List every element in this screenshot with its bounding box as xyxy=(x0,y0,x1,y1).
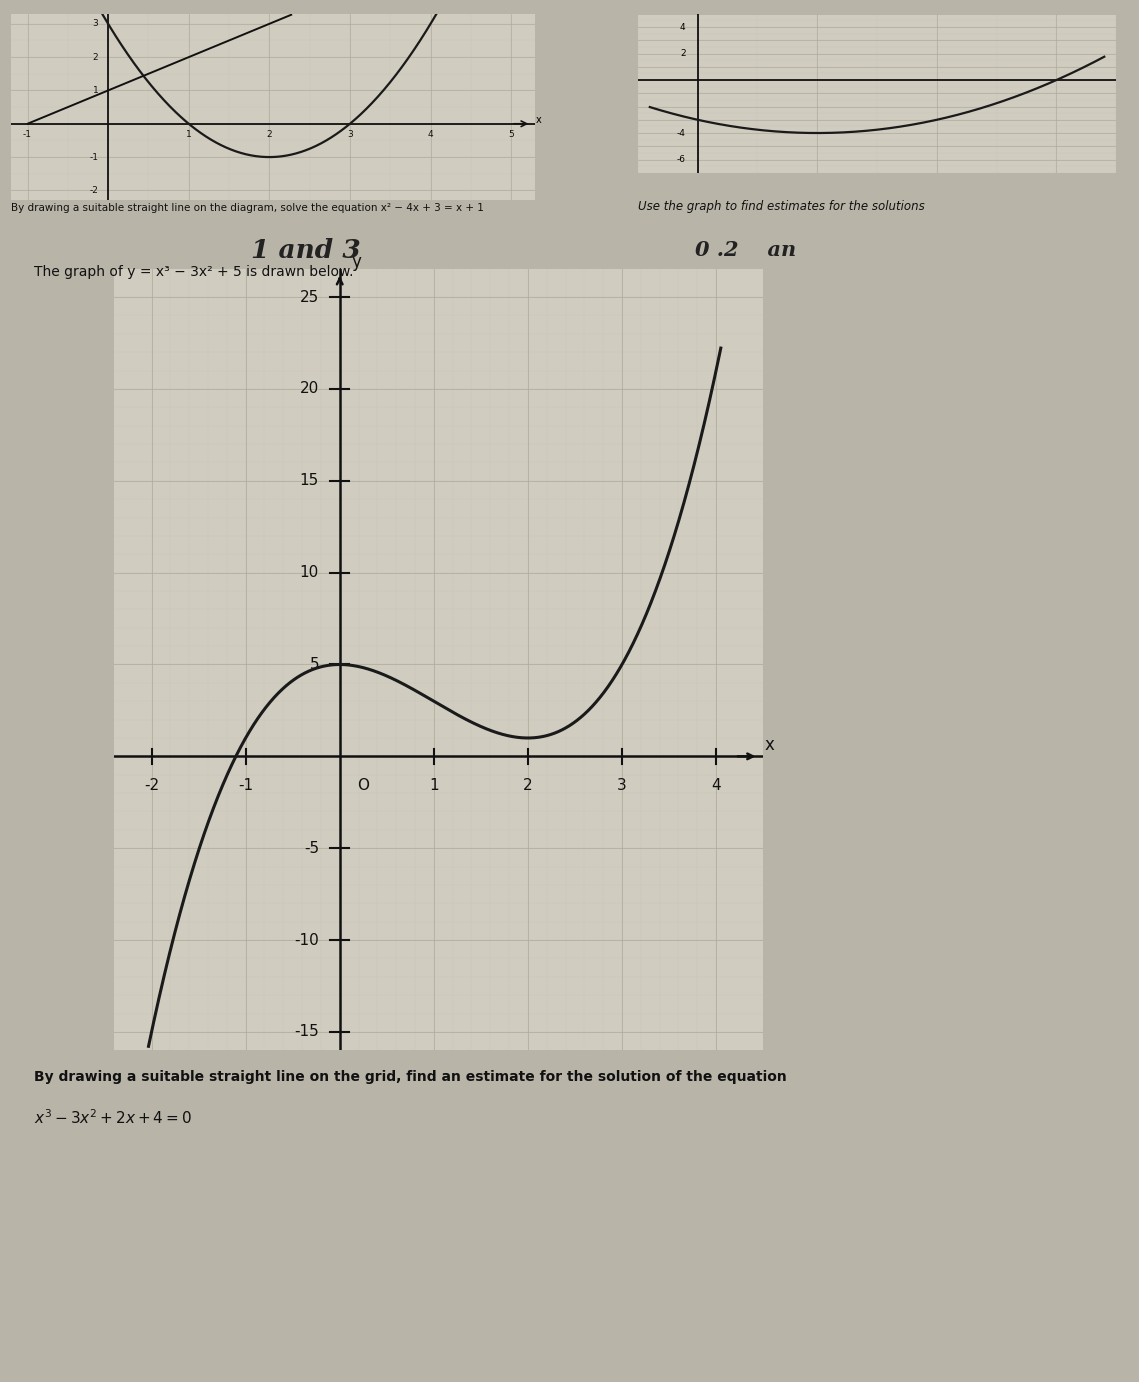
Text: 4: 4 xyxy=(680,22,686,32)
Text: 4: 4 xyxy=(711,778,721,793)
Text: By drawing a suitable straight line on the grid, find an estimate for the soluti: By drawing a suitable straight line on t… xyxy=(34,1070,787,1083)
Text: y: y xyxy=(352,253,361,271)
Text: O: O xyxy=(358,778,369,793)
Text: Use the graph to find estimates for the solutions: Use the graph to find estimates for the … xyxy=(638,200,925,213)
Text: 5: 5 xyxy=(310,656,319,672)
Text: -4: -4 xyxy=(677,129,686,138)
Text: 5: 5 xyxy=(508,130,514,138)
Text: -6: -6 xyxy=(677,155,686,164)
Text: 3: 3 xyxy=(347,130,353,138)
Text: 2: 2 xyxy=(92,53,98,62)
Text: 0 .2    an: 0 .2 an xyxy=(695,240,796,260)
Text: -2: -2 xyxy=(90,187,98,195)
Text: 4: 4 xyxy=(428,130,433,138)
Text: 1: 1 xyxy=(186,130,191,138)
Text: 1: 1 xyxy=(92,86,98,95)
Text: The graph of y = x³ − 3x² + 5 is drawn below.: The graph of y = x³ − 3x² + 5 is drawn b… xyxy=(34,265,354,279)
Text: 3: 3 xyxy=(92,19,98,28)
Text: -10: -10 xyxy=(294,933,319,948)
Text: -15: -15 xyxy=(294,1024,319,1039)
Text: By drawing a suitable straight line on the diagram, solve the equation x² − 4x +: By drawing a suitable straight line on t… xyxy=(11,203,484,213)
Text: 25: 25 xyxy=(300,290,319,304)
Text: -2: -2 xyxy=(144,778,159,793)
Text: -5: -5 xyxy=(304,840,319,855)
Text: 1: 1 xyxy=(429,778,439,793)
Text: -1: -1 xyxy=(23,130,32,138)
Text: 20: 20 xyxy=(300,381,319,397)
Text: 2: 2 xyxy=(523,778,533,793)
Text: 2: 2 xyxy=(680,48,686,58)
Text: 10: 10 xyxy=(300,565,319,580)
Text: 2: 2 xyxy=(267,130,272,138)
Text: -1: -1 xyxy=(238,778,253,793)
Text: 15: 15 xyxy=(300,473,319,488)
Text: -1: -1 xyxy=(90,152,98,162)
Text: 3: 3 xyxy=(617,778,626,793)
Text: 1 and 3: 1 and 3 xyxy=(251,238,360,263)
Text: x: x xyxy=(535,116,541,126)
Text: $x^3 - 3x^2 + 2x + 4 = 0$: $x^3 - 3x^2 + 2x + 4 = 0$ xyxy=(34,1108,192,1128)
Text: x: x xyxy=(765,737,775,755)
